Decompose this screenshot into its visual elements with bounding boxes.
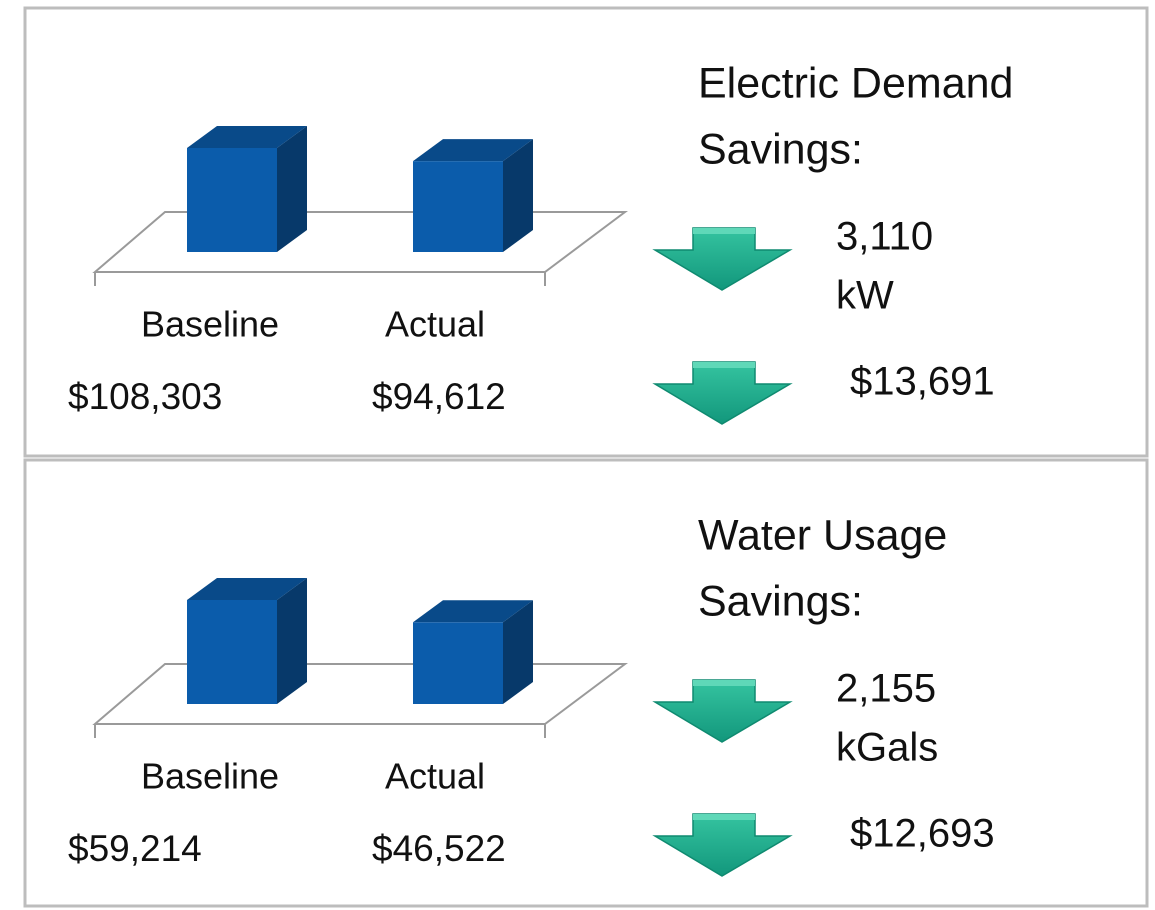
value-label: $59,214 <box>68 828 202 869</box>
bar-side <box>503 600 533 704</box>
arrow-highlight <box>693 362 755 368</box>
savings-panel: Baseline $108,303 Actual $94,612 Electric De… <box>68 59 1013 425</box>
category-label: Baseline <box>141 756 279 797</box>
savings-value: 2,155 <box>836 667 936 711</box>
category-label: Actual <box>385 304 485 345</box>
savings-value: kW <box>836 274 894 318</box>
bar-side <box>503 139 533 252</box>
bar-top <box>187 578 307 600</box>
arrow-highlight <box>693 814 755 820</box>
savings-value: kGals <box>836 726 938 770</box>
bar-side <box>277 578 307 704</box>
chart-floor <box>92 211 628 273</box>
bar-top <box>413 139 533 162</box>
category-label: Actual <box>385 756 485 797</box>
bar <box>413 622 503 704</box>
panel-title: Water Usage <box>698 511 947 559</box>
bar <box>413 161 503 252</box>
value-label: $108,303 <box>68 376 222 417</box>
chart-floor <box>92 663 628 725</box>
arrow-highlight <box>693 680 755 686</box>
arrow-highlight <box>693 228 755 234</box>
value-label: $94,612 <box>372 376 506 417</box>
bar <box>187 148 277 252</box>
savings-value: $12,693 <box>850 812 995 856</box>
bar-top <box>413 600 533 623</box>
panel-title: Electric Demand <box>698 59 1013 107</box>
savings-value: $13,691 <box>850 360 995 404</box>
bar-top <box>187 126 307 148</box>
category-label: Baseline <box>141 304 279 345</box>
bar <box>187 600 277 704</box>
savings-panel: Baseline $59,214 Actual $46,522 Water Usage S… <box>68 511 995 877</box>
value-label: $46,522 <box>372 828 506 869</box>
savings-value: 3,110 <box>836 215 933 259</box>
panel-title: Savings: <box>698 125 863 173</box>
panel-title: Savings: <box>698 577 863 625</box>
bar-side <box>277 126 307 252</box>
